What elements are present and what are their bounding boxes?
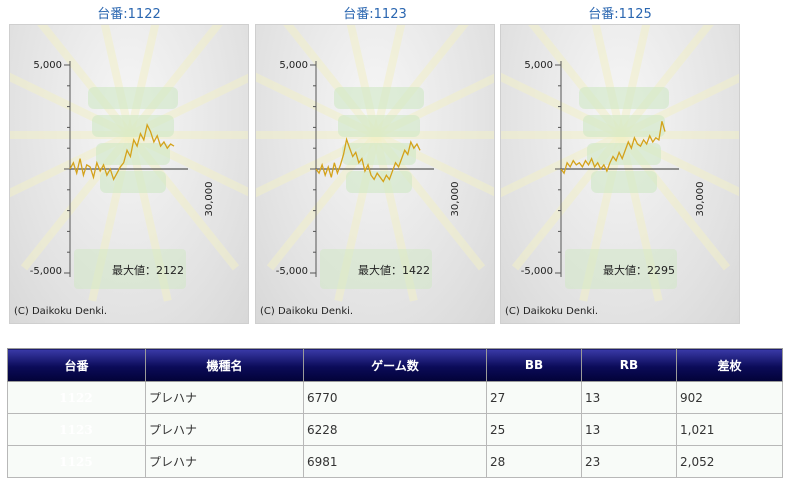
background-tier	[342, 143, 416, 165]
background-ray	[126, 25, 223, 138]
background-ray	[37, 25, 134, 138]
bb-cell: 25	[486, 413, 582, 446]
y-top-label: 5,000	[524, 60, 553, 71]
x-max-label: 30,000	[204, 182, 215, 217]
background-ray	[283, 25, 380, 138]
slump-graph: 5,000 -5,000 30,000 最大値：2295 (C) Daikoku D…	[500, 24, 740, 324]
copyright-text: (C) Daikoku Denki.	[505, 306, 599, 317]
difference-cell: 1,021	[676, 413, 783, 446]
x-max-label: 30,000	[695, 182, 706, 217]
y-bottom-label: -5,000	[521, 266, 553, 277]
slump-line	[560, 121, 666, 175]
background-tier	[100, 171, 166, 193]
background-ray	[528, 25, 625, 138]
background-ray	[372, 25, 469, 138]
machine-number-cell[interactable]: 1123	[7, 413, 146, 446]
max-value-label: 最大値：1422	[358, 264, 430, 277]
background-tier	[92, 115, 174, 137]
col-header-machine-number: 台番	[7, 348, 146, 382]
rb-cell: 13	[581, 413, 677, 446]
background-tier	[334, 87, 424, 109]
background-tier	[88, 87, 178, 109]
bb-cell: 28	[486, 445, 582, 478]
slump-graph: 5,000 -5,000 30,000 最大値：1422 (C) Daikoku D…	[255, 24, 495, 324]
machine-number-cell[interactable]: 1122	[7, 381, 146, 414]
graph-svg: 5,000 -5,000 30,000	[10, 25, 248, 302]
table-row[interactable]: 1125 プレハナ 6981 28 23 2,052	[7, 445, 783, 478]
x-max-label: 30,000	[450, 182, 461, 217]
col-header-game-count: ゲーム数	[303, 348, 487, 382]
background-tray	[565, 249, 677, 289]
game-count-cell: 6228	[303, 413, 487, 446]
graph-svg: 5,000 -5,000 30,000	[256, 25, 494, 302]
difference-cell: 902	[676, 381, 783, 414]
table-header-row: 台番 機種名 ゲーム数 BB RB 差枚	[7, 348, 783, 382]
col-header-rb: RB	[581, 348, 677, 382]
max-value-label: 最大値：2122	[112, 264, 184, 277]
rb-cell: 13	[581, 381, 677, 414]
machine-data-table: 台番 機種名 ゲーム数 BB RB 差枚 1122 プレハナ 6770 27 1…	[7, 348, 783, 478]
copyright-text: (C) Daikoku Denki.	[14, 306, 108, 317]
copyright-text: (C) Daikoku Denki.	[260, 306, 354, 317]
difference-cell: 2,052	[676, 445, 783, 478]
machine-name-cell: プレハナ	[145, 445, 304, 478]
graph-title: 台番:1122	[97, 7, 161, 22]
background-ray	[617, 25, 714, 138]
col-header-difference: 差枚	[676, 348, 783, 382]
background-tier	[96, 143, 170, 165]
background-tray	[320, 249, 432, 289]
machine-number-cell[interactable]: 1125	[7, 445, 146, 478]
background-tier	[591, 171, 657, 193]
table-row[interactable]: 1122 プレハナ 6770 27 13 902	[7, 381, 783, 414]
rb-cell: 23	[581, 445, 677, 478]
graph-block-1122: 台番:1122 5,000 -5,000 30,000 最大値：2122 (C) D…	[9, 6, 249, 324]
background-tier	[583, 115, 665, 137]
graph-title: 台番:1123	[343, 7, 407, 22]
graph-title: 台番:1125	[588, 7, 652, 22]
background-tier	[346, 171, 412, 193]
slump-graph: 5,000 -5,000 30,000 最大値：2122 (C) Daikoku D…	[9, 24, 249, 324]
game-count-cell: 6981	[303, 445, 487, 478]
slump-line	[69, 122, 175, 182]
slump-line	[315, 136, 421, 183]
graph-block-1123: 台番:1123 5,000 -5,000 30,000 最大値：1422 (C) D…	[255, 6, 495, 324]
machine-name-cell: プレハナ	[145, 413, 304, 446]
graph-svg: 5,000 -5,000 30,000	[501, 25, 739, 302]
bb-cell: 27	[486, 381, 582, 414]
table-row[interactable]: 1123 プレハナ 6228 25 13 1,021	[7, 413, 783, 446]
col-header-bb: BB	[486, 348, 582, 382]
graph-block-1125: 台番:1125 5,000 -5,000 30,000 最大値：2295 (C) D…	[500, 6, 740, 324]
y-bottom-label: -5,000	[276, 266, 308, 277]
y-top-label: 5,000	[279, 60, 308, 71]
y-bottom-label: -5,000	[30, 266, 62, 277]
max-value-label: 最大値：2295	[603, 264, 675, 277]
game-count-cell: 6770	[303, 381, 487, 414]
background-tier	[338, 115, 420, 137]
col-header-machine-name: 機種名	[145, 348, 304, 382]
machine-name-cell: プレハナ	[145, 381, 304, 414]
y-top-label: 5,000	[33, 60, 62, 71]
background-tray	[74, 249, 186, 289]
background-tier	[579, 87, 669, 109]
